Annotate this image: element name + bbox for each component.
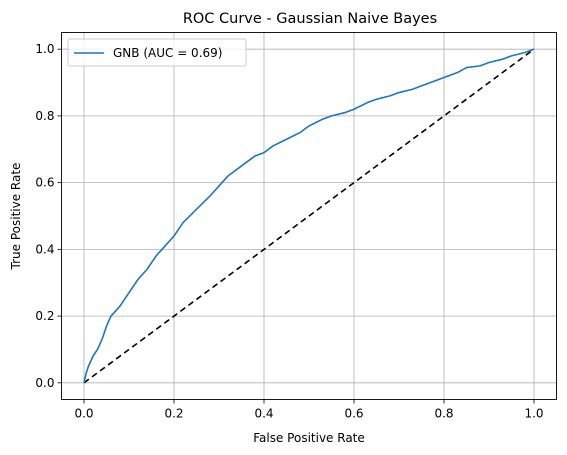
y-tick-label: 1.0	[35, 42, 54, 56]
chart-title: ROC Curve - Gaussian Naive Bayes	[183, 11, 437, 27]
y-tick-label: 0.0	[35, 376, 54, 390]
y-tick-label: 0.4	[35, 242, 54, 256]
legend: GNB (AUC = 0.69)	[67, 38, 247, 67]
x-tick-label: 0.4	[254, 407, 273, 421]
ticks: 0.0 0.2 0.4 0.6 0.8 1.0 0.0 0.2 0.4 0.6 0.8 1.0	[35, 42, 543, 420]
x-tick-label: 0.2	[164, 407, 183, 421]
y-tick-label: 0.2	[35, 309, 54, 323]
x-tick-label: 0.6	[344, 407, 363, 421]
y-axis-label: True Positive Rate	[9, 163, 23, 271]
x-tick-label: 1.0	[524, 407, 543, 421]
legend-label: GNB (AUC = 0.69)	[113, 46, 222, 60]
plot-frame	[61, 32, 557, 400]
x-tick-label: 0.8	[434, 407, 453, 421]
x-tick-label: 0.0	[74, 407, 93, 421]
y-tick-label: 0.8	[35, 109, 54, 123]
roc-curve-line	[83, 48, 535, 383]
y-tick-label: 0.6	[35, 176, 54, 190]
series	[83, 48, 535, 384]
chance-diagonal-line	[83, 48, 535, 384]
x-axis-label: False Positive Rate	[253, 431, 365, 445]
legend-frame	[67, 38, 247, 67]
